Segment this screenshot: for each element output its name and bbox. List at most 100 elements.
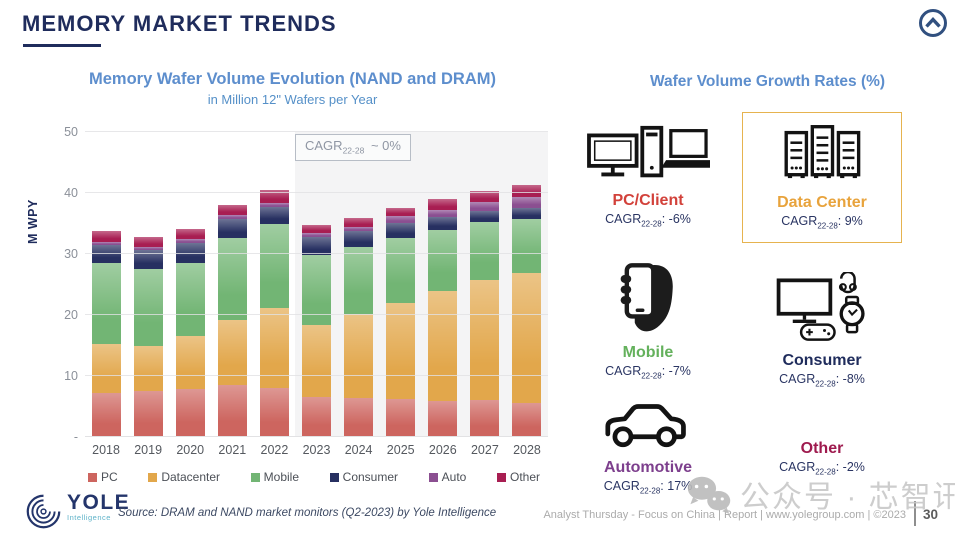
bar-segment-auto (512, 196, 542, 208)
stacked-bar-2028 (512, 132, 542, 437)
bar-segment-datacenter (386, 303, 416, 399)
x-tick-label-2026: 2026 (428, 443, 457, 457)
consumer-devices-icon (776, 270, 865, 341)
bar-segment-consumer (217, 218, 247, 239)
bar-segment-auto (428, 209, 458, 218)
growth-cagr: CAGR22-28: -8% (779, 372, 865, 389)
legend-label: Auto (441, 470, 467, 484)
bar-segment-mobile (302, 255, 332, 325)
growth-item-consumer: Consumer CAGR22-28: -8% (742, 270, 902, 389)
bar-group-2025 (380, 132, 422, 437)
bar-segment-auto (344, 226, 374, 232)
y-tick-label: 30 (64, 247, 78, 261)
bar-segment-other (428, 199, 458, 210)
bar-group-2028 (506, 132, 548, 437)
bar-segment-pc (386, 398, 416, 437)
y-tick-label: 10 (64, 369, 78, 383)
stacked-bar-2025 (386, 132, 416, 437)
bar-segment-pc (512, 403, 542, 437)
watermark: 公众号 · 芯智讯 (686, 472, 955, 516)
bar-segment-other (133, 236, 163, 248)
bar-segment-other (302, 225, 332, 233)
bar-segment-mobile (344, 246, 374, 314)
legend-item-other: Other (496, 470, 540, 484)
wechat-icon (687, 476, 731, 514)
page-title: MEMORY MARKET TRENDS (22, 11, 337, 36)
legend-label: Consumer (342, 470, 399, 484)
gridline-30 (85, 253, 548, 254)
x-tick-label-2018: 2018 (92, 443, 120, 457)
bar-segment-pc (91, 393, 121, 437)
x-tick-label-2020: 2020 (176, 443, 205, 457)
bar-segment-datacenter (175, 335, 205, 390)
source-note: Source: DRAM and NAND market monitors (Q… (118, 507, 497, 519)
bar-segment-auto (175, 239, 205, 244)
stacked-bar-2024 (344, 132, 374, 437)
bar-segment-mobile (133, 269, 163, 347)
bar-segment-other (259, 189, 289, 203)
bar-segment-auto (302, 232, 332, 237)
bar-segment-pc (344, 397, 374, 437)
bar-segment-other (344, 218, 374, 227)
bar-segment-datacenter (91, 344, 121, 394)
x-tick-label-2024: 2024 (344, 443, 373, 457)
stacked-bar-2020 (175, 132, 205, 437)
growth-label: PC/Client (612, 192, 684, 209)
gridline-40 (85, 192, 548, 193)
growth-label: Consumer (782, 352, 862, 369)
bar-segment-mobile (386, 238, 416, 304)
bar-segment-consumer (302, 236, 332, 256)
bar-segment-consumer (470, 210, 500, 223)
bar-segment-mobile (470, 222, 500, 281)
growth-cagr: CAGR22-28: -6% (605, 212, 691, 229)
bar-segment-datacenter (133, 346, 163, 392)
bar-segment-consumer (428, 217, 458, 230)
legend-swatch (329, 472, 339, 482)
bar-segment-datacenter (512, 272, 542, 404)
bar-segment-auto (133, 247, 163, 251)
bar-segment-consumer (386, 222, 416, 239)
x-axis-tick-labels: 2018 2019 2020 2021 2022 2023 2024 2025 2026 2027… (85, 443, 548, 457)
bar-segment-pc (470, 400, 500, 437)
bar-segment-pc (428, 401, 458, 437)
bar-group-2019 (127, 132, 169, 437)
desktop-and-laptop-icon (587, 125, 716, 178)
bar-segment-pc (259, 387, 289, 437)
legend-item-datacenter: Datacenter (148, 470, 220, 484)
stacked-bar-2021 (217, 132, 247, 437)
yole-logo-name: YOLE (67, 491, 131, 514)
chart-subtitle: in Million 12" Wafers per Year (207, 92, 378, 107)
bar-segment-other (91, 230, 121, 242)
growth-item-automotive: Automotive CAGR22-28: 17% (568, 398, 728, 496)
bar-segment-auto (386, 216, 416, 223)
bar-group-2024 (338, 132, 380, 437)
stacked-bar-2023 (302, 132, 332, 437)
bar-group-2020 (169, 132, 211, 437)
bar-segment-other (386, 207, 416, 217)
bar-segment-other (175, 229, 205, 240)
legend-item-pc: PC (88, 470, 118, 484)
legend-item-mobile: Mobile (250, 470, 300, 484)
bar-segment-mobile (259, 224, 289, 309)
legend-label: Mobile (263, 470, 300, 484)
chart-legend: PC Datacenter Mobile Consumer Auto Other (88, 470, 540, 484)
bar-segment-mobile (428, 229, 458, 291)
data-center-highlight-box (742, 112, 902, 243)
x-axis-baseline (85, 436, 548, 437)
bar-group-2021 (211, 132, 253, 437)
growth-item-pc-client: PC/Client CAGR22-28: -6% (568, 124, 728, 229)
hand-holding-phone-icon (620, 263, 673, 332)
gridline-50 (85, 131, 548, 132)
growth-panel-title: Wafer Volume Growth Rates (%) (649, 73, 886, 90)
bar-segment-mobile (512, 218, 542, 273)
bar-group-2026 (422, 132, 464, 437)
growth-cagr: CAGR22-28: -2% (779, 460, 865, 477)
bar-segment-datacenter (302, 324, 332, 397)
legend-label: Datacenter (161, 470, 221, 484)
y-axis-tick-labels: 50 40 30 20 10 - (48, 125, 78, 444)
car-icon (605, 404, 686, 448)
bar-segment-datacenter (259, 308, 289, 388)
growth-cagr: CAGR22-28: 9% (781, 214, 863, 231)
title-underline (23, 44, 101, 47)
x-tick-label-2025: 2025 (386, 443, 415, 457)
